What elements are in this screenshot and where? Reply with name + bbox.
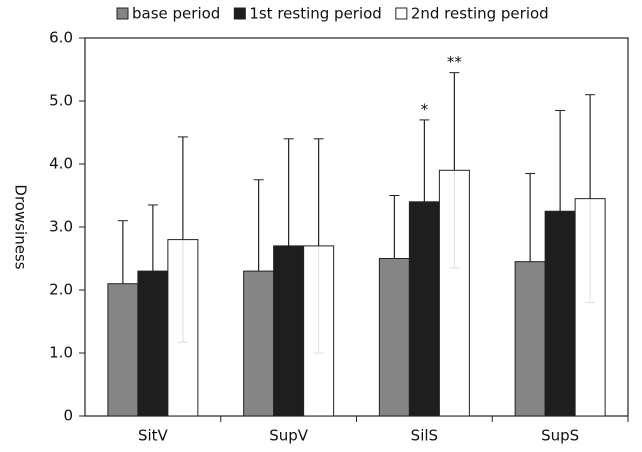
legend-swatch bbox=[395, 7, 408, 20]
y-tick-label: 4.0 bbox=[49, 155, 73, 173]
y-axis-label: Drowsiness bbox=[12, 184, 30, 269]
x-tick-label: SupS bbox=[541, 427, 579, 445]
y-tick-label: 6.0 bbox=[49, 29, 73, 47]
x-tick-label: SilS bbox=[411, 427, 438, 445]
bar bbox=[438, 169, 470, 417]
legend-label: base period bbox=[132, 5, 220, 23]
x-tick-label: SitV bbox=[138, 427, 169, 445]
bar bbox=[574, 198, 606, 417]
y-tick-label: 0 bbox=[63, 407, 73, 425]
bar bbox=[137, 270, 169, 417]
significance-marker: * bbox=[421, 100, 429, 118]
bar bbox=[303, 245, 335, 417]
y-tick-label: 2.0 bbox=[49, 281, 73, 299]
bar bbox=[408, 201, 440, 417]
significance-marker: ** bbox=[447, 53, 463, 71]
bar bbox=[514, 261, 546, 417]
y-tick-label: 5.0 bbox=[49, 92, 73, 110]
legend-label: 2nd resting period bbox=[411, 5, 549, 23]
bar bbox=[243, 270, 275, 417]
x-tick-label: SupV bbox=[269, 427, 309, 445]
bar bbox=[167, 239, 199, 417]
legend-swatch bbox=[116, 7, 129, 20]
bar bbox=[107, 283, 139, 417]
y-tick-label: 1.0 bbox=[49, 344, 73, 362]
y-tick-label: 3.0 bbox=[49, 218, 73, 236]
bar bbox=[273, 245, 305, 417]
legend-label: 1st resting period bbox=[249, 5, 382, 23]
bar bbox=[378, 258, 410, 417]
legend-swatch bbox=[233, 7, 246, 20]
bar bbox=[544, 210, 576, 417]
